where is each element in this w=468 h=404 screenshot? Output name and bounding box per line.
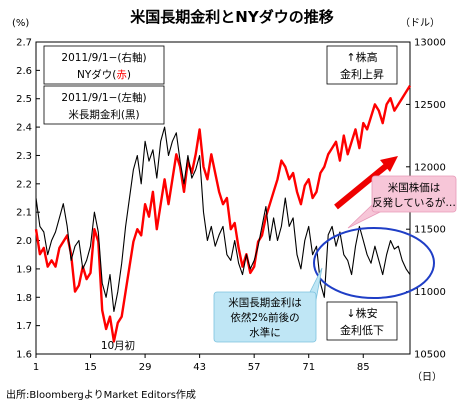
left-tick-label: 2.2 — [16, 179, 32, 190]
x-tick-label: 1 — [33, 362, 39, 373]
right-tick-label: 13000 — [414, 38, 446, 49]
x-tick-label: 85 — [357, 362, 370, 373]
legend-yield-line2: 米長期金利(黒) — [68, 108, 139, 121]
annotation-down-line1: ↓株安 — [346, 306, 377, 320]
right-tick-label: 10500 — [414, 350, 446, 361]
legend-dow-color-word: 赤 — [116, 69, 127, 81]
annotation-down-line2: 金利低下 — [340, 323, 384, 337]
right-axis-unit: （ドル） — [400, 17, 440, 29]
red-arrow-shaft — [334, 163, 388, 210]
left-tick-label: 2.3 — [16, 151, 32, 162]
series-layer — [34, 85, 412, 343]
pink-callout-line2: 反発しているが… — [372, 196, 456, 209]
legend-yield-line1: 2011/9/1−(左軸) — [61, 91, 146, 104]
left-tick-label: 2.7 — [16, 38, 32, 49]
blue-callout-line2: 依然2%前後の — [230, 311, 299, 324]
x-tick-label: 43 — [193, 362, 206, 373]
left-tick-label: 2.4 — [16, 123, 32, 134]
annotation-up-line1: ↑株高 — [346, 50, 377, 64]
highlight-ellipse — [313, 227, 435, 299]
blue-callout-line3: 水準に — [249, 326, 281, 339]
low-point-label: 10月初 — [101, 339, 135, 352]
x-tick-label: 29 — [139, 362, 152, 373]
blue-callout-box — [213, 291, 317, 343]
right-tick-label: 12000 — [414, 162, 446, 173]
legend-yield-box — [43, 85, 165, 125]
annotation-up-line2: 金利上昇 — [340, 67, 384, 81]
chart-title: 米国長期金利とNYダウの推移 — [130, 8, 333, 26]
pink-callout-box — [371, 175, 457, 213]
right-tick-label: 11000 — [414, 287, 446, 298]
series-line-yield — [35, 126, 411, 313]
right-tick-label: 12500 — [414, 100, 446, 111]
x-tick-label: 15 — [84, 362, 97, 373]
legend-dow-line2: NYダウ(赤) — [77, 68, 131, 81]
left-tick-label: 2.6 — [16, 66, 32, 77]
left-tick-label: 2.0 — [16, 236, 32, 247]
legend-dow-box — [43, 45, 165, 85]
x-axis-unit: （日） — [412, 371, 442, 383]
left-tick-label: 2.5 — [16, 94, 32, 105]
blue-callout-line1: 米国長期金利は — [228, 296, 302, 309]
red-arrow-head — [380, 156, 398, 172]
x-tick-label: 57 — [248, 362, 261, 373]
x-tick-label: 71 — [302, 362, 315, 373]
annotation-up-box — [326, 45, 398, 85]
legend-dow-line1: 2011/9/1−(右軸) — [61, 51, 146, 64]
left-tick-label: 1.7 — [16, 321, 32, 332]
left-axis-unit: (%) — [12, 18, 29, 29]
annotation-down-box — [326, 301, 398, 341]
left-tick-label: 1.9 — [16, 264, 32, 275]
pink-callout-line1: 米国株価は — [388, 181, 441, 194]
source-note: 出所:BloombergよりMarket Editors作成 — [6, 388, 196, 401]
series-line-dow — [34, 85, 412, 343]
left-axis: 1.6 1.7 1.8 1.9 2.0 2.1 2.2 2.3 2.4 2.5 2.6 2.7 — [16, 38, 40, 361]
left-tick-label: 1.8 — [16, 293, 32, 304]
right-tick-label: 11500 — [414, 225, 446, 236]
left-tick-label: 1.6 — [16, 350, 32, 361]
left-tick-label: 2.1 — [16, 208, 32, 219]
x-axis: 1 15 29 43 57 71 85 — [33, 354, 370, 373]
